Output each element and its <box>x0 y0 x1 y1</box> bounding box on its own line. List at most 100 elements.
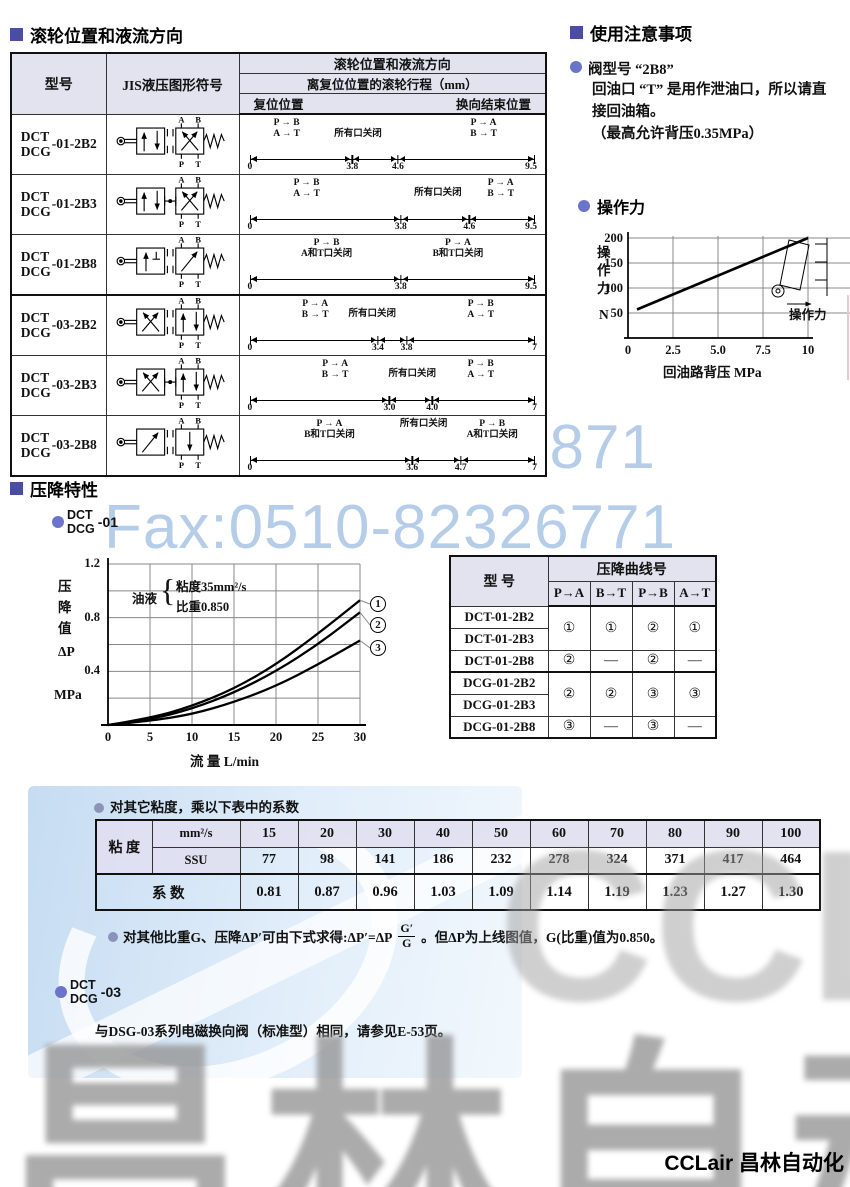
tick-arrow-icon <box>354 155 360 162</box>
coeff-value-cell: 100 <box>761 819 821 848</box>
travel-start-value: 0 <box>247 403 253 413</box>
roller-travel-cell: P → A B和T口关闭 所有口关闭 P → B A和T口关闭 3.6 4.7 0 7 <box>238 414 547 476</box>
coeff-value-cell: 1.30 <box>761 873 821 911</box>
coeff-value-cell: 40 <box>413 819 473 848</box>
coeff-value-cell: 1.14 <box>529 873 589 911</box>
valve-row: DCT DCG -03-2B3 A B P T P → A B → T 所有口关闭 P → B … <box>10 354 547 416</box>
model-cell: DCT DCG -03-2B3 <box>10 354 107 416</box>
travel-end-value: 9.5 <box>525 282 537 292</box>
model-top: DCT <box>20 369 50 385</box>
model-cell: DCT DCG -03-2B8 <box>10 414 107 476</box>
travel-tick-value: 3.0 <box>383 403 396 413</box>
curve-number-cell: — <box>673 649 717 673</box>
small-bullet-icon <box>108 932 118 943</box>
jis-symbol-cell: A B P T <box>105 414 240 476</box>
roller-travel-cell: P → A B → T 所有口关闭 P → B A → T 3.0 4.0 0 7 <box>238 354 547 416</box>
flow-segment-label: P → B A → T <box>467 298 495 320</box>
coeff-value-cell: 80 <box>645 819 705 848</box>
model-cell: DCT DCG -01-2B3 <box>10 173 107 235</box>
model-top: DCT <box>20 128 50 144</box>
curve-number-marker: 3 <box>370 640 386 656</box>
travel-tick <box>400 214 402 224</box>
footer-brand-text: CCLair 昌林自动化 <box>664 1152 844 1175</box>
valve-row: DCT DCG -03-2B2 A B P T P → A B → T 所有口关闭 P → B … <box>10 294 547 356</box>
svg-text:P: P <box>178 401 183 410</box>
travel-tick <box>400 274 402 284</box>
tick-arrow-icon <box>462 456 468 463</box>
roller-travel-diagram: P → A B → T 所有口关闭 P → B A → T 3.4 3.8 0 7 <box>240 296 546 355</box>
coeff-value-cell: 1.19 <box>587 873 647 911</box>
roller-position-table: 型号 JIS液压图形符号 滚轮位置和液流方向 离复位位置的滚轮行程（mm） 复位… <box>10 52 547 477</box>
coeff-value-cell: 0.81 <box>239 873 299 911</box>
drop-yaxis-title-char: 值 <box>58 621 72 636</box>
coeff-value-cell: 1.09 <box>471 873 531 911</box>
dir-header-at: A→T <box>673 580 717 607</box>
flow-segment-label: P → B A和T口关闭 <box>300 237 353 259</box>
axis-right-arrow-icon <box>527 275 534 282</box>
jis-hydraulic-symbol: A B P T <box>116 235 225 289</box>
travel-axis <box>249 274 535 284</box>
viscosity-note: 对其它粘度，乘以下表中的系数 <box>94 796 299 816</box>
travel-tick-value: 4.6 <box>392 162 404 172</box>
travel-tick-value: 4.7 <box>454 463 467 473</box>
specific-gravity-formula: 对其他比重G、压降ΔP′可由下式求得:ΔP′=ΔP G′ G 。但ΔP为上线图值… <box>108 922 663 949</box>
tick-arrow-icon <box>408 336 414 343</box>
model-cell: DCT DCG -03-2B2 <box>10 294 107 356</box>
axis-right-arrow-icon <box>527 155 534 162</box>
circle-bullet-icon <box>570 61 582 73</box>
drop-xaxis-title: 流 量 L/min <box>190 754 260 769</box>
axis-right-arrow-icon <box>527 215 534 222</box>
end-position-label: 换向结束位置 <box>455 98 531 112</box>
model-suffix: -03-2B3 <box>51 377 97 392</box>
curve-number-cell: ③ <box>631 671 675 717</box>
tick-arrow-icon <box>434 396 440 403</box>
curve-table-model-header: 型 号 <box>449 555 549 607</box>
model-name: DCT DCG -01-2B8 <box>12 249 106 279</box>
usage-line-2: 接回油箱。 <box>592 104 665 120</box>
curve-number-cell: ② <box>547 671 591 717</box>
force-xaxis-title: 回油路背压 MPa <box>663 365 762 380</box>
coeff-value-cell: 186 <box>413 846 473 875</box>
fraction-denominator: G <box>402 935 412 950</box>
axis-right-arrow-icon <box>527 336 534 343</box>
curve-model-cell: DCT-01-2B3 <box>449 627 549 651</box>
axis-left-arrow-icon <box>251 275 257 282</box>
curve-number-cell: ③ <box>631 715 675 739</box>
travel-tick <box>351 154 353 164</box>
specific-gravity-label: 比重0.850 <box>176 600 230 614</box>
jis-hydraulic-symbol: A B P T <box>116 175 225 229</box>
coeff-value-cell: 30 <box>355 819 415 848</box>
svg-text:T: T <box>195 280 201 289</box>
model-tag-dct-dcg-03: DCT DCG -03 <box>55 978 121 1007</box>
jis-symbol-cell: A B P T <box>105 233 240 296</box>
model-suffix: -03-2B2 <box>51 317 97 332</box>
flow-segment-label: 所有口关闭 <box>388 369 436 379</box>
curve-number-cell: ② <box>631 605 675 651</box>
travel-end-value: 7 <box>532 343 537 353</box>
svg-text:B: B <box>195 416 201 425</box>
coeff-value-cell: 77 <box>239 846 299 875</box>
col-header-roller-flow: 滚轮位置和液流方向 <box>238 52 547 74</box>
axis-left-arrow-icon <box>251 155 257 162</box>
curve-table-row: DCG-01-2B3 <box>449 693 716 717</box>
travel-start-value: 0 <box>247 162 253 172</box>
tick-arrow-icon <box>393 215 399 222</box>
travel-end-value: 7 <box>532 463 537 473</box>
tick-arrow-icon <box>414 456 420 463</box>
viscosity-coefficient-table: 粘 度 mm²/s 15 20 30 40 50 60 70 80 90 100 SSU 77 98… <box>95 819 821 911</box>
axis-left-arrow-icon <box>251 396 257 403</box>
drop-xtick: 10 <box>185 730 199 744</box>
model-bottom: DCG <box>20 325 51 340</box>
jis-symbol-cell: A B P T <box>105 354 240 416</box>
roller-travel-cell: P → B A → T 所有口关闭 P → A B → T 3.8 4.6 0 9.5 <box>238 173 547 235</box>
curve-number-cell: ③ <box>673 671 717 717</box>
dir-header-bt: B→T <box>589 580 633 607</box>
travel-axis <box>249 214 535 224</box>
coeff-value-cell: 141 <box>355 846 415 875</box>
valve-row: DCT DCG -01-2B3 A B P T P → B A → T 所有口关闭 P → A … <box>10 173 547 235</box>
travel-axis <box>249 455 535 465</box>
tick-arrow-icon <box>382 396 388 403</box>
square-bullet-icon <box>10 28 23 41</box>
roller-travel-diagram: P → B A → T 所有口关闭 P → A B → T 3.8 4.6 0 9.5 <box>240 115 546 174</box>
